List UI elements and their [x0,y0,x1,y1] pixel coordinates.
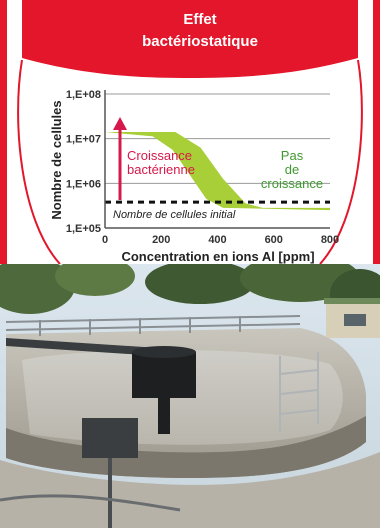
building-icon [324,298,380,338]
x-axis-label: Concentration en ions Al [ppm] [121,249,314,264]
left-red-border [0,0,7,264]
axes [104,90,330,229]
scaffolding-icon [279,352,319,432]
ground [0,452,380,528]
trees-icon [0,264,380,319]
circle-outline [17,59,363,264]
electrical-box-icon [82,418,138,528]
x-tick-label: 0 [102,234,108,246]
right-red-border [373,0,380,264]
x-tick-label: 400 [208,234,226,246]
ground-pipe [0,494,181,512]
tank-rim [6,416,366,478]
treatment-tank-photo [0,264,380,528]
y-tick-labels: 1,E+05 1,E+06 1,E+07 1,E+08 [66,89,101,235]
no-growth-label-line3: croissance [261,176,323,191]
x-tick-labels: 0 200 400 600 800 [102,234,339,246]
y-tick-label: 1,E+05 [66,223,101,235]
walkway-railing-icon [5,315,301,336]
growth-label-line2: bactérienne [127,162,195,177]
y-tick-label: 1,E+07 [66,134,101,146]
growth-label-line1: Croissance [127,148,192,163]
chart-title-line1: Effet [183,11,216,28]
growth-band [105,132,330,211]
x-tick-label: 800 [321,234,339,246]
bacteriostatic-chart: Effet bactériostatique 1,E+051,E+061,E+0… [17,0,363,264]
chart-title-line2: bactériostatique [142,33,258,50]
center-drum-icon [132,346,196,434]
no-growth-label-line2: de [285,162,299,177]
y-tick-label: 1,E+08 [66,89,101,101]
y-tick-label: 1,E+06 [66,178,101,190]
infographic: Effet bactériostatique 1,E+05 1,E+06 1,E+0… [0,0,380,264]
photo-illustration [0,264,380,528]
data-band [105,132,330,211]
growth-arrow-head [113,117,127,130]
title-banner [22,0,358,78]
x-tick-label: 600 [265,234,283,246]
x-tick-label: 200 [152,234,170,246]
y-axis-label: Nombre de cellules [49,100,64,219]
initial-count-label: Nombre de cellules initial [113,209,236,221]
no-growth-label-line1: Pas [281,148,304,163]
